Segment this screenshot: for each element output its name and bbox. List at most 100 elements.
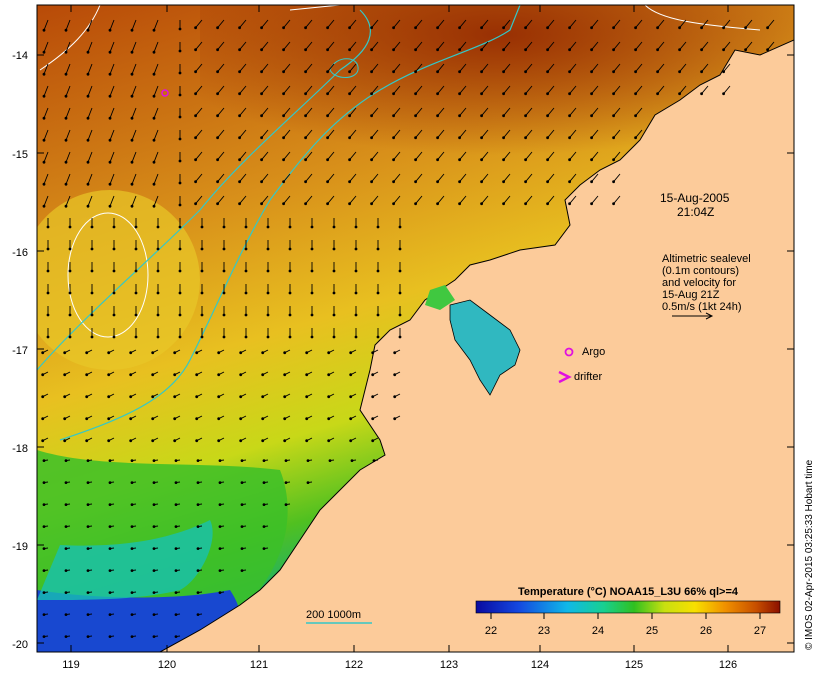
velocity-arrow-head-icon [195,439,199,443]
velocity-arrow-head-icon [194,158,198,162]
velocity-arrow-icon [415,19,423,28]
velocity-arrow-head-icon [244,269,248,273]
velocity-arrow-head-icon [392,114,395,118]
velocity-arrow-head-icon [354,291,358,295]
velocity-arrow-head-icon [174,481,178,484]
velocity-arrow-icon [657,41,665,50]
velocity-arrow-icon [679,41,687,50]
velocity-arrow-head-icon [173,439,177,443]
velocity-arrow-icon [43,129,49,141]
colorbar-title: Temperature (°C) NOAA15_L3U 66% ql>=4 [518,586,739,598]
velocity-arrow-head-icon [398,291,402,295]
velocity-arrow-icon [65,41,71,53]
velocity-arrow-icon [43,107,49,119]
velocity-arrow-head-icon [722,26,725,30]
velocity-arrow-icon [349,63,357,72]
velocity-arrow-head-icon [173,395,177,399]
velocity-arrow-icon [393,195,401,204]
velocity-arrow-head-icon [590,202,593,206]
velocity-arrow-icon [65,173,71,185]
velocity-arrow-icon [525,19,533,28]
velocity-arrow-icon [327,41,335,50]
velocity-arrow-icon [767,19,775,28]
velocity-arrow-head-icon [370,180,373,184]
velocity-arrow-head-icon [222,269,226,273]
velocity-arrow-icon [393,173,401,182]
velocity-arrow-head-icon [283,439,287,443]
velocity-arrow-head-icon [392,158,395,162]
altimetry-line: and velocity for [662,277,736,289]
velocity-arrow-icon [503,129,511,138]
velocity-arrow-head-icon [700,92,703,96]
velocity-arrow-head-icon [310,269,314,273]
velocity-arrow-icon [283,151,291,160]
velocity-arrow-icon [679,63,687,72]
velocity-arrow-head-icon [480,70,483,74]
velocity-arrow-head-icon [42,94,46,98]
velocity-arrow-head-icon [354,313,358,317]
velocity-arrow-head-icon [68,225,72,229]
velocity-arrow-head-icon [68,335,72,339]
velocity-arrow-head-icon [151,395,155,399]
drifter-label: drifter [574,371,602,383]
velocity-arrow-head-icon [90,225,94,229]
velocity-arrow-icon [745,41,753,50]
velocity-arrow-head-icon [414,136,417,140]
velocity-arrow-head-icon [151,417,155,421]
velocity-arrow-head-icon [90,269,94,273]
velocity-arrow-icon [591,195,599,204]
velocity-arrow-icon [481,63,489,72]
velocity-arrow-head-icon [436,158,439,162]
velocity-arrow-head-icon [152,591,156,594]
argo-float-marker-icon [161,89,169,97]
velocity-arrow-head-icon [222,225,226,229]
lon-tick-label: 124 [531,659,549,671]
velocity-arrow-icon [525,151,533,160]
velocity-arrow-head-icon [282,114,285,118]
lat-tick-label: -14 [12,50,28,62]
velocity-arrow-head-icon [240,503,244,506]
velocity-arrow-icon [305,41,313,50]
lat-tick-label: -20 [12,639,28,651]
velocity-arrow-icon [437,173,445,182]
lat-tick-label: -19 [12,541,28,553]
velocity-arrow-head-icon [238,26,242,30]
velocity-arrow-icon [371,151,379,160]
velocity-arrow-head-icon [722,92,725,96]
velocity-arrow-head-icon [42,503,46,506]
velocity-arrow-icon [547,85,555,94]
velocity-arrow-icon [153,63,159,75]
velocity-arrow-head-icon [348,202,351,206]
velocity-arrow-head-icon [130,503,134,506]
velocity-arrow-icon [503,195,511,204]
velocity-arrow-head-icon [42,547,46,550]
velocity-arrow-icon [217,107,225,116]
velocity-arrow-head-icon [348,48,351,52]
velocity-arrow-head-icon [151,351,155,355]
velocity-arrow-head-icon [68,313,72,317]
velocity-arrow-icon [239,19,247,28]
velocity-arrow-head-icon [304,158,307,162]
altimetry-line: Altimetric sealevel [662,253,751,265]
velocity-arrow-head-icon [64,569,68,572]
velocity-arrow-head-icon [288,335,292,339]
velocity-arrow-icon [239,151,247,160]
velocity-arrow-icon [131,107,137,119]
velocity-arrow-head-icon [436,136,439,140]
velocity-arrow-head-icon [332,269,336,273]
velocity-arrow-icon [327,195,335,204]
velocity-arrow-head-icon [284,459,288,462]
colorbar-ticks [490,613,761,619]
velocity-arrow-head-icon [239,417,243,421]
velocity-arrow-icon [239,173,247,182]
velocity-arrow-head-icon [436,48,439,52]
velocity-arrow-head-icon [178,71,182,75]
velocity-arrow-head-icon [304,48,307,52]
velocity-arrow-icon [305,151,313,160]
velocity-arrow-icon [131,63,137,75]
velocity-arrow-head-icon [283,351,287,355]
velocity-arrow-head-icon [152,547,156,550]
velocity-arrow-head-icon [238,70,242,74]
velocity-arrow-head-icon [546,48,549,52]
sealevel-contour [644,5,761,31]
